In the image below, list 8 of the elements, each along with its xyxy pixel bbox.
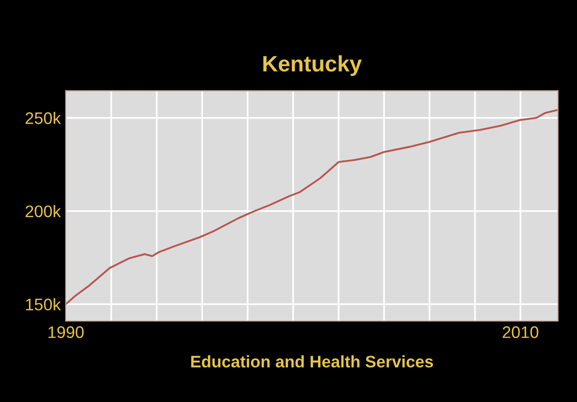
line-series [66, 108, 558, 306]
y-tick-label: 150k [26, 298, 61, 310]
y-tick-label: 200k [26, 205, 61, 218]
y-tick-label: 250k [26, 112, 61, 124]
x-tick-label: 2010 [502, 326, 538, 338]
x-axis-title: Education and Health Services [191, 355, 433, 368]
x-tick-label: 1990 [48, 326, 84, 338]
chart-title: Kentucky [263, 55, 362, 76]
